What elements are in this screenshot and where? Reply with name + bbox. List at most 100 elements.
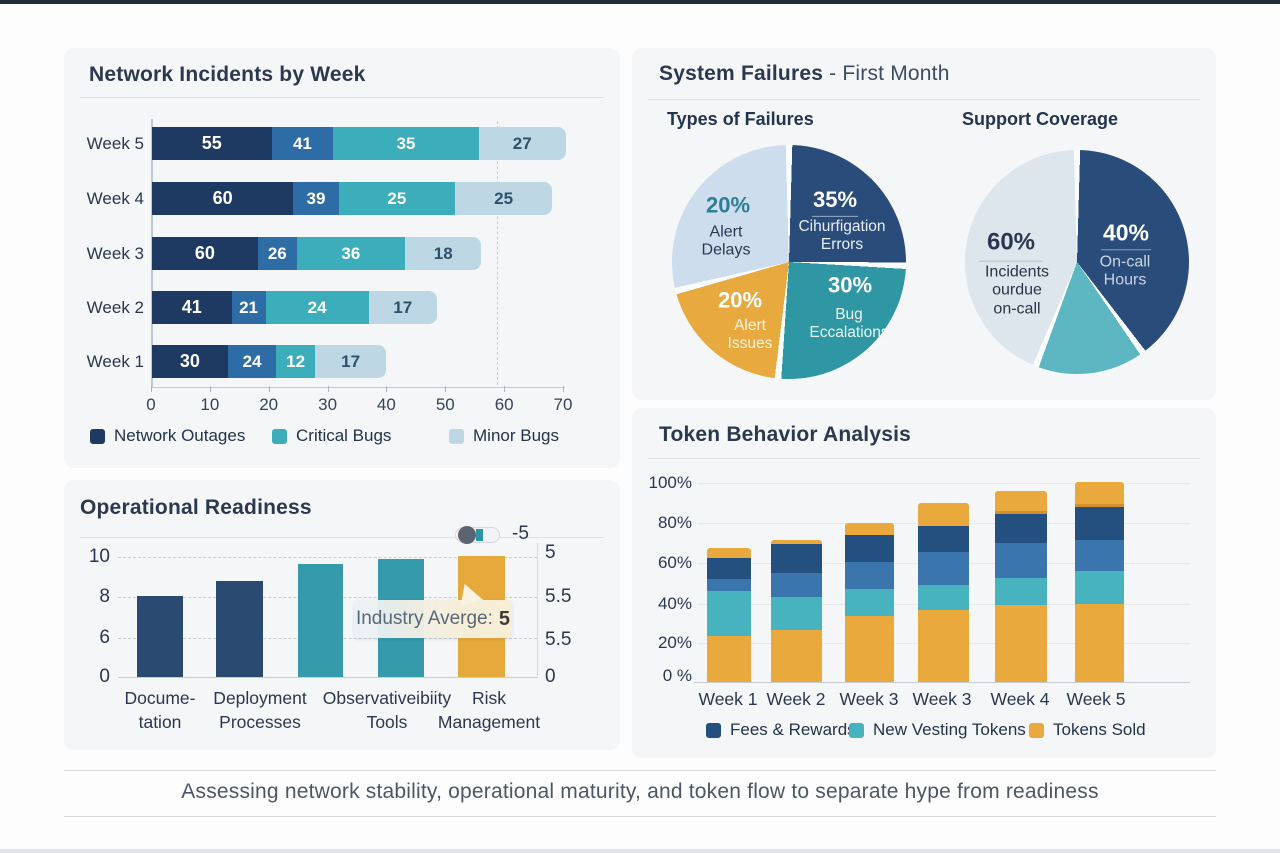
- bar-segment: 60: [152, 237, 258, 270]
- token-bar-segment: [707, 557, 751, 579]
- mini-slider-toggle[interactable]: [455, 526, 500, 544]
- legend-item: Network Outages: [90, 426, 245, 446]
- y-axis-tick: 40%: [657, 594, 692, 613]
- title-divider: [648, 458, 1200, 459]
- bar-segment: 27: [478, 127, 566, 160]
- token-bar-segment: [918, 610, 969, 682]
- bar-segment: 24: [265, 291, 369, 324]
- x-tick-label: 20: [249, 386, 289, 415]
- percent-underline: [812, 216, 858, 218]
- readiness-category-label: Docume-tation: [124, 688, 196, 732]
- legend-label: Fees & Rewards: [730, 720, 856, 739]
- pie-percent-label: 60%: [979, 229, 1043, 262]
- gridline: [698, 483, 1190, 484]
- percent-underline: [979, 260, 1043, 262]
- token-bar-segment: [995, 513, 1047, 543]
- network-incidents-title: Network Incidents by Week: [89, 63, 366, 86]
- token-bar-segment: [918, 525, 969, 552]
- token-bar-segment: [845, 616, 894, 682]
- pie-percent-label: 20%: [717, 287, 763, 313]
- token-bar-segment: [1075, 604, 1124, 682]
- readiness-category-label: Risk Management: [437, 688, 541, 732]
- token-stacked-bar: [771, 539, 822, 682]
- pie-slice-label: Cihurfigation Errors: [798, 218, 886, 253]
- incident-row: Week 1 30 24 12 17: [64, 345, 620, 378]
- token-bar-segment: [771, 596, 822, 631]
- title-light-part: - First Month: [823, 62, 950, 85]
- slider-teal-segment: [476, 529, 483, 541]
- bar-segment: 55: [152, 127, 272, 160]
- bar-segment: 36: [296, 237, 405, 270]
- support-coverage-subtitle: Support Coverage: [962, 109, 1119, 129]
- right-axis-tick: 5: [545, 542, 556, 563]
- bar-segment: 35: [333, 127, 479, 160]
- token-bar-segment: [707, 591, 751, 637]
- readiness-bar: [137, 596, 183, 677]
- reference-dashed-line: [497, 121, 498, 385]
- token-bar-segment: [771, 543, 822, 573]
- bar-segment: 25: [338, 182, 456, 215]
- token-bar-segment: [1075, 507, 1124, 540]
- legend-label: Minor Bugs: [473, 426, 559, 445]
- token-stacked-bar: [995, 491, 1047, 682]
- pie-slice-label: Alert Issues: [727, 317, 773, 352]
- footer-divider-top: [64, 770, 1216, 771]
- token-bar-segment: [845, 561, 894, 590]
- pie-percent-label: 40%: [1101, 219, 1151, 251]
- incident-row: Week 5 55 41 35 27: [64, 127, 620, 160]
- legend-item: Critical Bugs: [272, 426, 391, 446]
- bar-segment: 25: [455, 182, 553, 215]
- pie-slice-label: On-call Hours: [1099, 253, 1151, 289]
- bar-segment: 17: [368, 291, 437, 324]
- network-incidents-panel: Network Incidents by Week Week 5 55 41 35 27…: [64, 48, 620, 468]
- bar-segment: 60: [152, 182, 294, 215]
- y-axis-tick: 0 %: [662, 666, 692, 685]
- legend-item: Fees & Rewards: [706, 720, 856, 740]
- pie-percent-label: 35%: [812, 187, 858, 218]
- x-tick-label: 60: [484, 386, 524, 415]
- readiness-bar: [298, 564, 343, 677]
- right-axis-tick: 5.5: [545, 629, 572, 650]
- bar-segment: 41: [271, 127, 334, 160]
- stacked-bar: 60 39 25 25: [152, 182, 553, 215]
- legend-label: Critical Bugs: [296, 426, 392, 445]
- token-bar-segment: [771, 630, 822, 682]
- minor-bugs-swatch: [449, 428, 464, 444]
- bar-segment: 26: [257, 237, 297, 270]
- pie-slice-label: Bug Eccalations: [809, 306, 889, 341]
- system-failures-panel: System Failures - First Month Types of F…: [632, 48, 1216, 400]
- stacked-bar: 60 26 36 18: [152, 237, 482, 270]
- token-behavior-panel: Token Behavior Analysis 100% 80% 60% 40% 20%…: [632, 408, 1216, 758]
- token-week-label: Week 3: [912, 689, 972, 709]
- critical-bugs-swatch: [272, 428, 287, 444]
- x-tick-label: 50: [425, 386, 465, 415]
- legend-item: New Vesting Tokens: [849, 720, 1026, 740]
- pie-slice-label: Alert Delays: [701, 223, 751, 259]
- title-divider: [648, 99, 1200, 100]
- legend-label: Network Outages: [114, 426, 246, 445]
- week-label: Week 1: [86, 352, 144, 371]
- stacked-bar: 30 24 12 17: [152, 345, 387, 378]
- types-of-failures-pie: 35% Cihurfigation Errors 30% Bug Eccalations 2…: [672, 145, 906, 379]
- y-axis-tick: 60%: [657, 553, 692, 572]
- bar-segment: 41: [152, 291, 232, 324]
- x-tick-label: 30: [308, 386, 348, 415]
- slider-knob[interactable]: [458, 526, 476, 544]
- incident-row: Week 2 41 21 24 17: [64, 291, 620, 324]
- legend-item: Tokens Sold: [1029, 720, 1146, 740]
- token-bar-segment: [1075, 482, 1124, 505]
- legend-label: Tokens Sold: [1053, 720, 1146, 739]
- bar-segment: 39: [293, 182, 339, 215]
- token-bar-segment: [918, 502, 969, 526]
- token-week-label: Week 1: [698, 689, 758, 709]
- bar-segment: 30: [152, 345, 228, 378]
- token-bar-segment: [771, 539, 822, 544]
- title-divider: [80, 537, 604, 538]
- dashboard-caption: Assessing network stability, operational…: [181, 780, 1099, 803]
- percent-underline: [1101, 249, 1151, 251]
- left-axis-tick: 0: [99, 666, 110, 687]
- tooltip-value: 5: [498, 607, 511, 630]
- readiness-bar: [216, 581, 263, 677]
- bar-segment: 17: [314, 345, 387, 378]
- stacked-bar: 55 41 35 27: [152, 127, 566, 160]
